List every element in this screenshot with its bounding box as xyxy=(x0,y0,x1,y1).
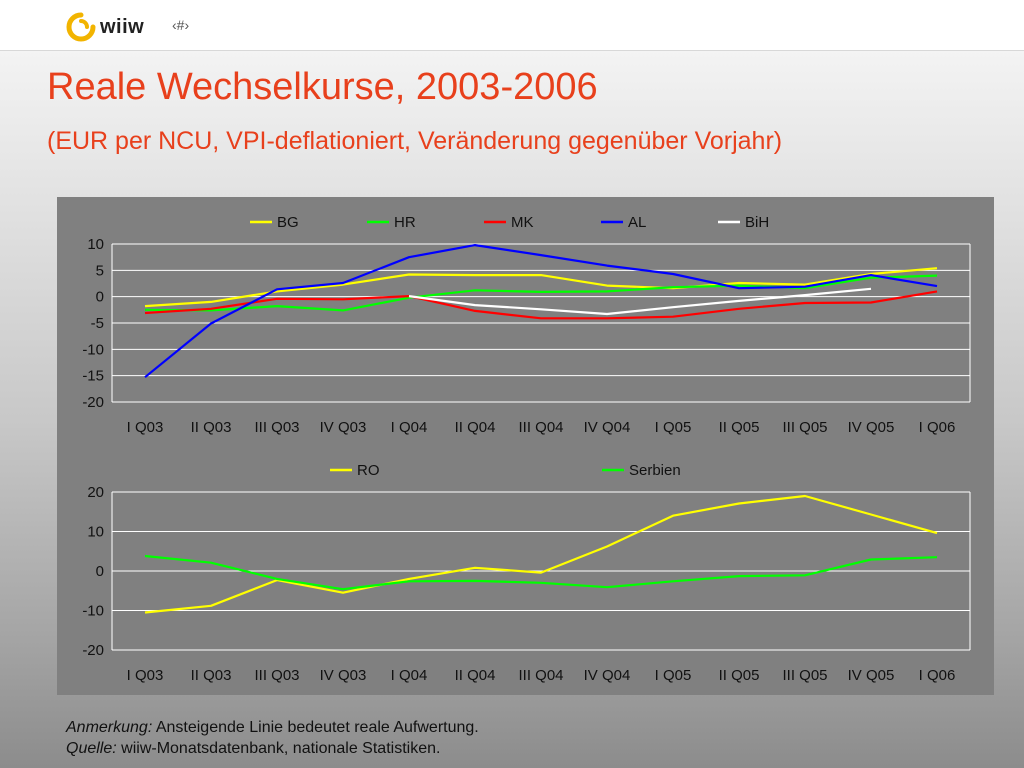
note-source-text: wiiw-Monatsdatenbank, nationale Statisti… xyxy=(116,740,441,757)
chart-1-legend-label-bg: BG xyxy=(277,214,299,231)
note-remark-label: Anmerkung: xyxy=(66,719,153,736)
chart-2-x-tick-label: II Q05 xyxy=(719,667,760,684)
chart-1-x-tick-label: I Q05 xyxy=(655,419,692,436)
chart-2-series-line-ro xyxy=(144,494,938,614)
chart-1-x-tick-label: IV Q05 xyxy=(848,419,895,436)
chart-1-legend-label-al: AL xyxy=(628,214,646,231)
chart-1-series-line-hr xyxy=(144,274,938,312)
chart-2-series-line-serbien xyxy=(144,554,938,591)
chart-2-y-tick-label: 0 xyxy=(96,563,104,580)
wiiw-logo-icon xyxy=(66,12,96,47)
chart-1-x-tick-label: III Q05 xyxy=(782,419,827,436)
chart-2-legend-label-serbien: Serbien xyxy=(629,462,681,479)
note-remark: Anmerkung: Ansteigende Linie bedeutet re… xyxy=(66,717,479,738)
chart-2-x-tick-label: I Q03 xyxy=(127,667,164,684)
chart-2-x-tick-label: I Q05 xyxy=(655,667,692,684)
chart-1-y-tick-label: 0 xyxy=(96,289,104,306)
chart-1-x-tick-label: I Q03 xyxy=(127,419,164,436)
chart-2-x-tick-label: III Q05 xyxy=(782,667,827,684)
chart-1-x-tick-label: II Q04 xyxy=(455,419,496,436)
slide-title: Reale Wechselkurse, 2003-2006 xyxy=(47,66,598,108)
note-remark-text: Ansteigende Linie bedeutet reale Aufwert… xyxy=(152,719,479,736)
chart-2-y-tick-label: -10 xyxy=(82,603,104,620)
chart-1-x-tick-label: IV Q03 xyxy=(320,419,367,436)
chart-2-y-tick-label: -20 xyxy=(82,642,104,659)
chart-2-x-tick-label: III Q04 xyxy=(518,667,563,684)
chart-1-x-tick-label: I Q04 xyxy=(391,419,428,436)
chart-1-legend-label-mk: MK xyxy=(511,214,534,231)
chart-1-series-line-bg xyxy=(144,267,938,308)
chart-1-series-line-bih xyxy=(408,287,872,316)
chart-1-series-line-al xyxy=(144,244,938,379)
footnote: Anmerkung: Ansteigende Linie bedeutet re… xyxy=(66,717,479,759)
slide-subtitle: (EUR per NCU, VPI-deflationiert, Verände… xyxy=(47,127,783,155)
chart-1-x-tick-label: II Q05 xyxy=(719,419,760,436)
chart-1-x-tick-label: III Q04 xyxy=(518,419,563,436)
chart-2-x-tick-label: II Q03 xyxy=(191,667,232,684)
chart-panel: BG HR MK AL BiH 10 5 0 -5 -10 -15 -20 I Q03 II Q03 III… xyxy=(57,197,994,695)
note-source: Quelle: wiiw-Monatsdatenbank, nationale … xyxy=(66,738,479,759)
chart-1-y-tick-label: -5 xyxy=(91,315,104,332)
chart-1-x-tick-label: IV Q04 xyxy=(584,419,631,436)
chart-1-x-tick-label: III Q03 xyxy=(254,419,299,436)
chart-2-x-tick-label: II Q04 xyxy=(455,667,496,684)
chart-2-ro-serbia: RO Serbien 20 10 0 -10 -20 I Q03 II Q03 III Q03 IV… xyxy=(82,462,971,684)
chart-1-x-tick-label: II Q03 xyxy=(191,419,232,436)
chart-1-legend-label-bih: BiH xyxy=(745,214,769,231)
chart-1-series-line-mk xyxy=(144,290,938,320)
note-source-label: Quelle: xyxy=(66,740,117,757)
slide-number: ‹#› xyxy=(172,17,190,33)
chart-2-x-tick-label: I Q06 xyxy=(919,667,956,684)
chart-1-y-tick-label: -15 xyxy=(82,368,104,385)
chart-1-x-tick-label: I Q06 xyxy=(919,419,956,436)
chart-1-y-tick-label: -10 xyxy=(82,341,104,358)
chart-1-y-tick-label: 5 xyxy=(96,262,104,279)
chart-2-x-tick-label: IV Q05 xyxy=(848,667,895,684)
top-bar: wiiw ‹#› xyxy=(0,0,1024,51)
chart-1-real-exchange-rates: BG HR MK AL BiH 10 5 0 -5 -10 -15 -20 I Q03 II Q03 III… xyxy=(82,214,971,436)
brand-name: wiiw xyxy=(100,16,145,38)
chart-2-legend-label-ro: RO xyxy=(357,462,380,479)
chart-2-y-tick-label: 20 xyxy=(87,484,104,501)
chart-1-y-tick-label: 10 xyxy=(87,236,104,253)
chart-2-x-tick-label: I Q04 xyxy=(391,667,428,684)
chart-2-y-tick-label: 10 xyxy=(87,524,104,541)
chart-1-y-tick-label: -20 xyxy=(82,394,104,411)
chart-2-x-tick-label: IV Q03 xyxy=(320,667,367,684)
chart-2-x-tick-label: III Q03 xyxy=(254,667,299,684)
chart-2-x-tick-label: IV Q04 xyxy=(584,667,631,684)
chart-1-legend-label-hr: HR xyxy=(394,214,416,231)
